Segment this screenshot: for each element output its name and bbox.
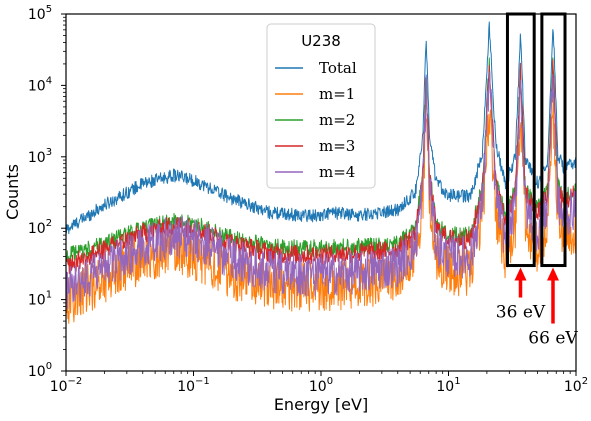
x-tick-label: 10−2 (50, 376, 83, 395)
legend-entry-label: m=3 (319, 137, 355, 155)
y-tick-label: 101 (28, 290, 52, 309)
legend-entry-label: Total (319, 59, 357, 77)
x-tick-label: 10−1 (177, 376, 210, 395)
y-axis-label: Counts (3, 164, 22, 220)
x-tick-label: 102 (564, 376, 588, 395)
series-layer (66, 21, 576, 324)
legend: U238 Total m=1 m=2 m=3 m=4 (266, 23, 376, 189)
legend-box (266, 23, 376, 189)
y-tick-label: 102 (28, 218, 52, 237)
y-tick-label: 100 (28, 361, 52, 380)
y-tick-label: 103 (28, 147, 52, 166)
legend-entry-label: m=4 (319, 163, 355, 181)
annotation-arrow-head (514, 267, 527, 281)
series-line-total (66, 21, 576, 235)
x-tick-label: 100 (309, 376, 333, 395)
x-tick-label: 101 (436, 376, 460, 395)
y-tick-label: 105 (28, 4, 52, 23)
series-line-m-1 (66, 95, 576, 324)
legend-entry-label: m=1 (319, 85, 355, 103)
legend-entry-label: m=2 (319, 111, 355, 129)
legend-title: U238 (301, 32, 341, 50)
annotation-label: 66 eV (528, 329, 578, 349)
annotation-label: 36 eV (496, 303, 546, 323)
series-line-m-4 (66, 71, 576, 310)
annotation-arrow-head (546, 267, 559, 281)
y-tick-label: 104 (28, 75, 52, 94)
x-axis-label: Energy [eV] (274, 395, 368, 414)
